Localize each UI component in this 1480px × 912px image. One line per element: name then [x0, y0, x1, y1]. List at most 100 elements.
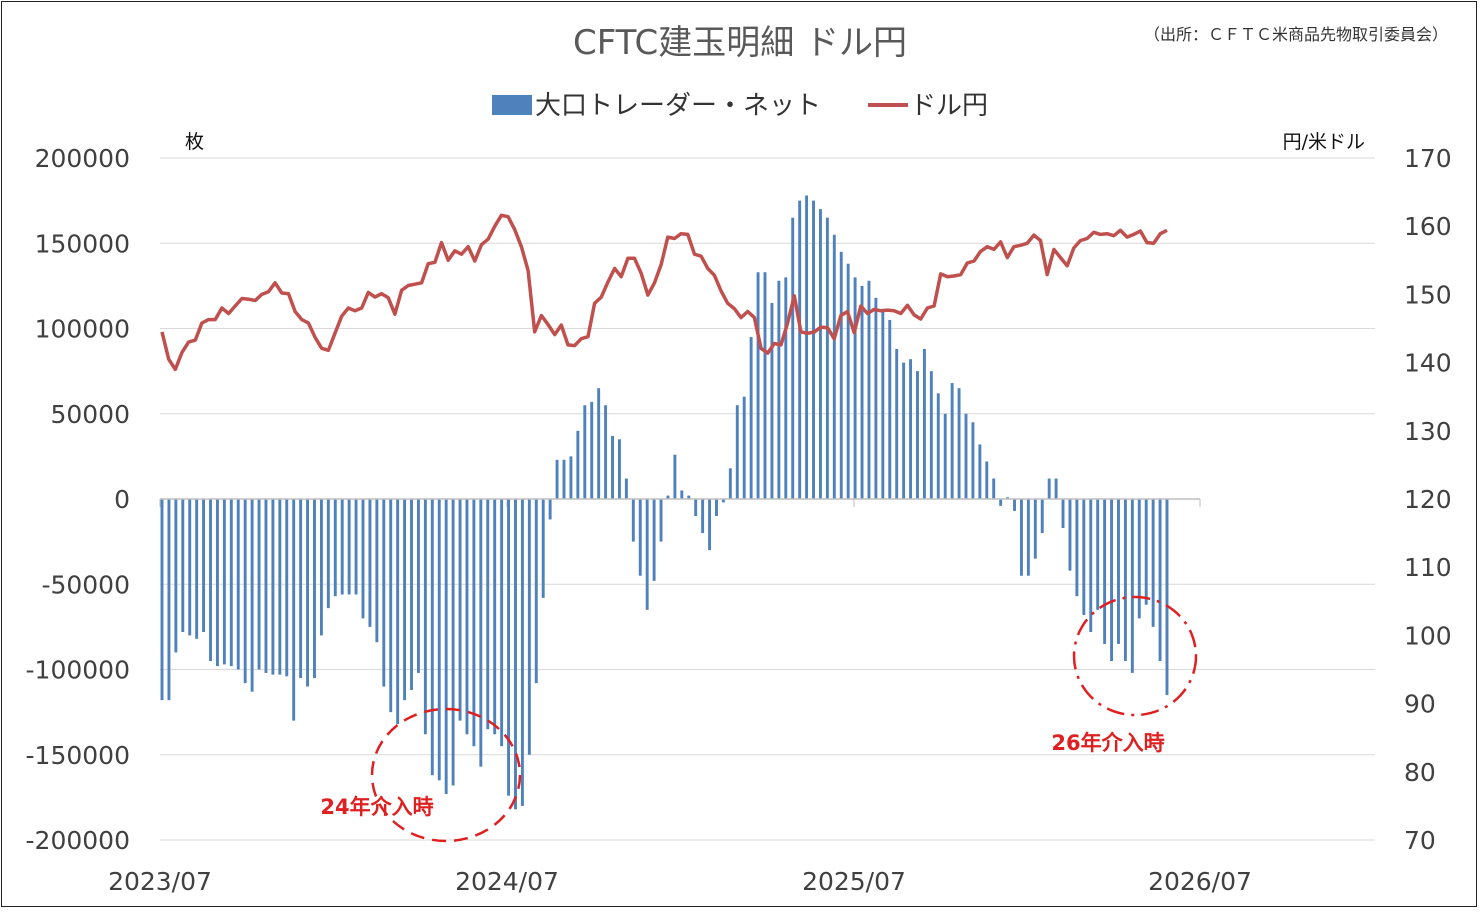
y-left-tick-label: 100000: [35, 315, 130, 344]
bar: [209, 499, 212, 661]
bar: [978, 444, 982, 499]
bar: [500, 499, 504, 747]
bar: [1040, 499, 1044, 534]
bar: [874, 297, 878, 499]
bar: [1082, 499, 1086, 615]
bar: [916, 371, 919, 500]
bar: [1047, 478, 1051, 499]
bar: [1026, 499, 1030, 576]
bar: [465, 499, 469, 735]
bar: [319, 499, 323, 636]
bar: [985, 461, 989, 499]
bar: [340, 499, 344, 595]
x-tick-label: 2026/07: [1148, 867, 1252, 896]
bar: [250, 499, 254, 692]
y-left-tick-label: 0: [114, 485, 130, 514]
y-right-tick-label: 100: [1404, 621, 1452, 650]
legend: 大口トレーダー・ネット ドル円: [492, 91, 988, 121]
y-left-tick-label: -100000: [26, 656, 130, 685]
bar: [562, 459, 566, 499]
y-left-tick-label: -50000: [41, 570, 130, 599]
y-right-unit-label: 円/米ドル: [1283, 131, 1365, 153]
bar: [1006, 497, 1010, 499]
annotation-label-2024: 24年介入時: [320, 795, 433, 819]
bar: [236, 499, 240, 670]
bar: [423, 499, 427, 735]
bar: [534, 499, 538, 684]
bar: [313, 499, 316, 679]
bar: [798, 200, 802, 500]
bar: [895, 348, 899, 499]
y-left-tick-label: 200000: [35, 144, 130, 173]
bar: [472, 499, 476, 747]
bar: [902, 362, 906, 499]
bar: [673, 454, 677, 499]
bar: [936, 393, 940, 499]
bar: [950, 383, 954, 499]
bar: [1075, 499, 1079, 597]
bar: [929, 371, 933, 500]
bar: [1019, 499, 1023, 576]
bar: [202, 499, 206, 632]
bar: [721, 499, 725, 503]
x-tick-label: 2025/07: [802, 867, 906, 896]
bar: [756, 272, 760, 499]
bar: [403, 499, 407, 701]
bar: [174, 499, 178, 653]
bar: [1137, 499, 1141, 619]
bar: [548, 499, 552, 520]
bar: [680, 490, 684, 499]
bar: [784, 277, 788, 499]
bar: [922, 348, 926, 499]
bar: [222, 499, 226, 665]
bar: [451, 499, 455, 786]
bar: [514, 499, 517, 810]
bar: [881, 311, 885, 499]
bar: [888, 319, 892, 499]
bar: [909, 359, 913, 499]
bar: [292, 499, 296, 721]
y-left-unit-label: 枚: [185, 131, 204, 153]
bar: [846, 263, 850, 499]
bar: [749, 337, 753, 499]
bar: [215, 499, 219, 667]
source-note: （出所：ＣＦＴＣ米商品先物取引委員会）: [1144, 25, 1448, 44]
bar: [715, 499, 718, 517]
bar: [437, 499, 441, 781]
bar: [638, 499, 642, 576]
bar: [1158, 499, 1162, 661]
bar: [742, 396, 746, 499]
bar: [389, 499, 393, 713]
bar: [867, 280, 871, 499]
bar: [527, 499, 531, 755]
bar: [805, 195, 809, 499]
bar: [278, 499, 282, 675]
bar: [243, 499, 247, 684]
bar: [992, 478, 996, 499]
bar-series: [160, 195, 1169, 810]
bar: [597, 388, 601, 499]
bar: [611, 435, 614, 499]
bar: [624, 478, 628, 499]
x-axis-ticks: 2023/07 2024/07 2025/07 2026/07: [108, 499, 1252, 896]
bar: [1117, 499, 1120, 644]
bar: [1061, 499, 1065, 528]
bar: [493, 499, 497, 735]
bar: [943, 413, 947, 499]
bar: [1165, 499, 1169, 696]
bar: [839, 251, 843, 499]
bar: [382, 499, 386, 687]
bar: [285, 499, 289, 677]
bar: [1013, 499, 1016, 511]
bar: [347, 499, 351, 595]
bar: [735, 405, 739, 499]
y-right-tick-label: 150: [1404, 280, 1452, 309]
bar: [1151, 499, 1155, 627]
legend-label-bar: 大口トレーダー・ネット: [535, 91, 821, 121]
x-tick-label: 2023/07: [108, 867, 212, 896]
y-right-tick-label: 130: [1404, 417, 1452, 446]
bar: [687, 495, 691, 499]
bar: [770, 302, 774, 499]
bar: [812, 200, 815, 500]
bar: [860, 285, 864, 500]
